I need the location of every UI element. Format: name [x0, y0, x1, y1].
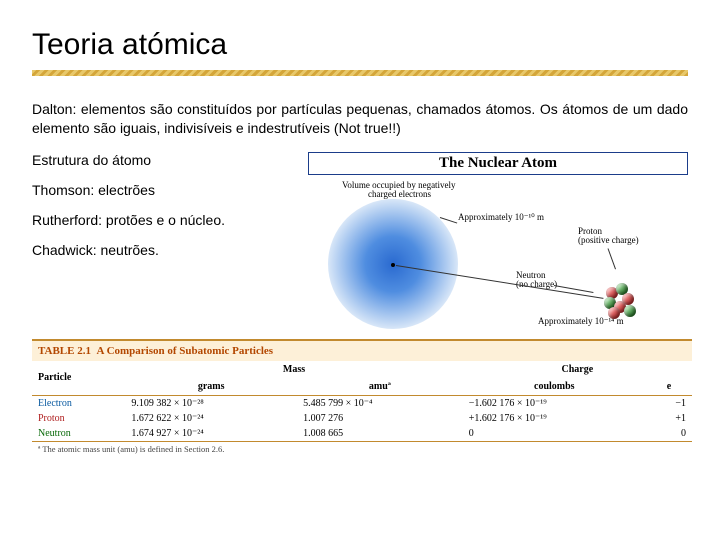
cell-amu: 1.007 276: [297, 411, 463, 426]
title-rule: [32, 70, 688, 76]
cell-particle: Electron: [32, 395, 125, 411]
cell-e: +1: [646, 411, 692, 426]
line-estrutura: Estrutura do átomo: [32, 152, 292, 168]
nucleus-cluster: [600, 283, 640, 323]
cell-grams: 9.109 382 × 10⁻²⁸: [125, 395, 297, 411]
diagram-title: The Nuclear Atom: [308, 152, 688, 175]
leader-proton: [608, 248, 616, 269]
cell-amu: 1.008 665: [297, 426, 463, 441]
particle-table: TABLE 2.1 A Comparison of Subatomic Part…: [32, 339, 692, 456]
table-footnote: ª The atomic mass unit (amu) is defined …: [32, 441, 692, 456]
table-caption-label: TABLE 2.1: [38, 345, 91, 357]
nucleus-dot: [391, 263, 395, 267]
cell-particle: Neutron: [32, 426, 125, 441]
proton-label-2: (positive charge): [578, 236, 639, 246]
dalton-paragraph: Dalton: elementos são constituídos por p…: [32, 100, 688, 138]
col-coulombs: coulombs: [463, 378, 646, 396]
cell-amu: 5.485 799 × 10⁻⁴: [297, 395, 463, 411]
col-particle: Particle: [32, 361, 125, 396]
cell-coulombs: +1.602 176 × 10⁻¹⁹: [463, 411, 646, 426]
atom-diagram: Volume occupied by negatively charged el…: [308, 181, 668, 331]
col-grams: grams: [125, 378, 297, 396]
cell-grams: 1.672 622 × 10⁻²⁴: [125, 411, 297, 426]
page-title: Teoria atómica: [32, 28, 688, 62]
proton-sphere: [608, 307, 620, 319]
cell-particle: Proton: [32, 411, 125, 426]
cell-e: −1: [646, 395, 692, 411]
table-row: Proton1.672 622 × 10⁻²⁴1.007 276+1.602 1…: [32, 411, 692, 426]
cell-e: 0: [646, 426, 692, 441]
col-group-mass: Mass: [125, 361, 462, 378]
line-chadwick: Chadwick: neutrões.: [32, 242, 292, 258]
col-amu: amuª: [297, 378, 463, 396]
line-rutherford: Rutherford: protões e o núcleo.: [32, 212, 292, 228]
cloud-size-label: Approximately 10⁻¹⁰ m: [458, 213, 544, 223]
table-caption-text: A Comparison of Subatomic Particles: [96, 345, 273, 357]
neutron-sphere: [624, 305, 636, 317]
col-group-charge: Charge: [463, 361, 692, 378]
cell-coulombs: 0: [463, 426, 646, 441]
cloud-label-2: charged electrons: [368, 190, 431, 200]
table-row: Neutron1.674 927 × 10⁻²⁴1.008 66500: [32, 426, 692, 441]
table-row: Electron9.109 382 × 10⁻²⁸5.485 799 × 10⁻…: [32, 395, 692, 411]
cell-coulombs: −1.602 176 × 10⁻¹⁹: [463, 395, 646, 411]
cell-grams: 1.674 927 × 10⁻²⁴: [125, 426, 297, 441]
line-thomson: Thomson: electrões: [32, 182, 292, 198]
table-caption: TABLE 2.1 A Comparison of Subatomic Part…: [32, 341, 692, 361]
col-e: e: [646, 378, 692, 396]
